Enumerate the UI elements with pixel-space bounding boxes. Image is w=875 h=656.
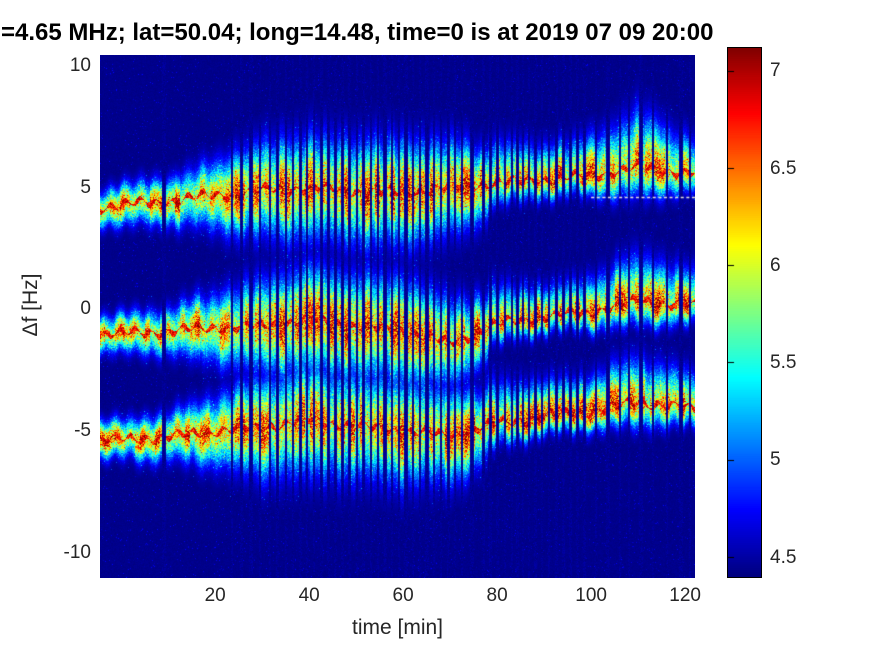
x-tick-label: 120 — [669, 585, 701, 606]
colorbar-canvas — [727, 47, 762, 578]
x-axis-label: time [min] — [351, 616, 444, 639]
spectrogram-heatmap-canvas — [100, 55, 695, 578]
x-tick-label: 100 — [575, 585, 607, 606]
plot-title: =4.65 MHz; lat=50.04; long=14.48, time=0… — [1, 19, 714, 46]
y-tick-label: 5 — [80, 176, 91, 198]
colorbar-tick-label: 4.5 — [770, 546, 797, 568]
x-tick-label: 40 — [298, 585, 320, 606]
colorbar-tick-label: 7 — [770, 60, 781, 82]
x-tick-label: 80 — [486, 585, 508, 606]
y-tick-label: 10 — [69, 54, 91, 76]
x-tick-label: 60 — [392, 585, 414, 606]
x-tick-label: 20 — [204, 585, 226, 606]
y-axis-label: Δf [Hz] — [19, 273, 42, 337]
colorbar-tick-label: 5.5 — [770, 352, 797, 374]
colorbar-tick-label: 5 — [770, 449, 781, 471]
y-tick-label: -5 — [74, 420, 91, 442]
colorbar-tick-label: 6 — [770, 254, 781, 276]
colorbar-tick-label: 6.5 — [770, 157, 797, 179]
y-tick-label: 0 — [80, 298, 91, 320]
y-tick-label: -10 — [63, 541, 91, 563]
